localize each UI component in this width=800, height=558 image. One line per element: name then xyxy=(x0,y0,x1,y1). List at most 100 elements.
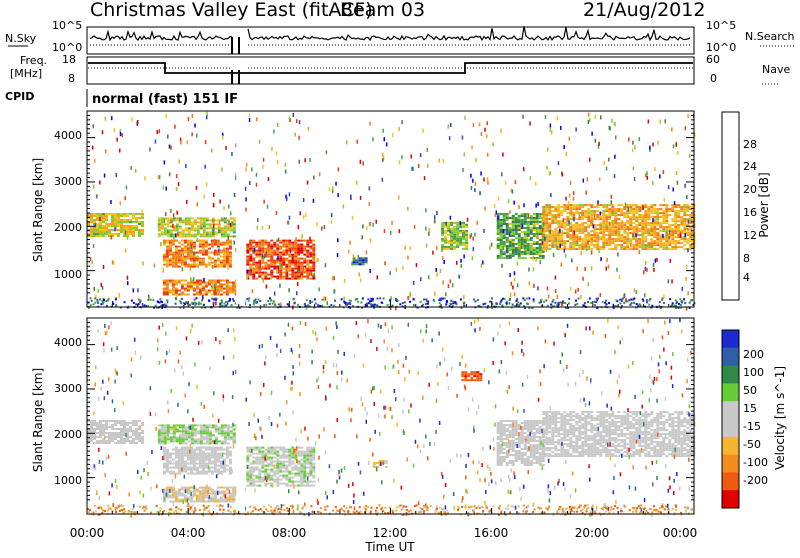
power-cell xyxy=(297,240,300,242)
power-cell xyxy=(665,244,668,246)
power-cell xyxy=(294,256,297,258)
velocity-cell xyxy=(181,449,184,451)
power-speckle xyxy=(551,213,553,217)
power-cell xyxy=(557,220,560,222)
power-speckle xyxy=(188,117,190,121)
power-speckle xyxy=(343,297,345,301)
power-cell xyxy=(181,262,184,264)
velocity-cell xyxy=(229,501,232,503)
power-cell xyxy=(246,244,249,246)
power-cell xyxy=(611,242,614,244)
power-cell xyxy=(185,217,188,219)
power-speckle xyxy=(391,221,393,225)
power-cell xyxy=(593,234,596,236)
power-cell xyxy=(138,229,141,231)
power-cell xyxy=(680,218,683,220)
power-speckle xyxy=(474,233,476,237)
velocity-cell xyxy=(123,438,126,440)
power-speckle xyxy=(405,246,407,250)
power-speckle xyxy=(329,187,331,191)
power-cell xyxy=(662,230,665,232)
velocity-cell xyxy=(108,420,111,422)
power-cell xyxy=(233,231,236,233)
power-clutter xyxy=(248,297,250,299)
velocity-cell xyxy=(199,455,202,457)
power-cell xyxy=(196,292,199,294)
velocity-cell xyxy=(273,447,276,449)
power-speckle xyxy=(456,261,458,265)
velocity-cell xyxy=(199,449,202,451)
velocity-cell xyxy=(209,440,212,442)
power-cell xyxy=(108,231,111,233)
power-speckle xyxy=(325,297,327,301)
power-speckle xyxy=(349,241,351,245)
power-cell xyxy=(441,228,444,230)
power-cell xyxy=(224,227,227,229)
power-cell xyxy=(229,260,232,262)
power-speckle xyxy=(632,141,634,145)
power-cell xyxy=(217,242,220,244)
power-cell xyxy=(129,213,132,215)
power-speckle xyxy=(533,284,535,288)
power-speckle xyxy=(614,174,616,178)
power-cell xyxy=(252,252,255,254)
power-cell xyxy=(166,282,169,284)
power-clutter xyxy=(463,302,465,304)
power-clutter xyxy=(540,301,542,303)
power-clutter xyxy=(90,297,92,299)
power-cell xyxy=(572,204,575,206)
power-cell xyxy=(206,227,209,229)
power-cell xyxy=(102,225,105,227)
power-cell xyxy=(608,214,611,216)
power-cell xyxy=(644,246,647,248)
power-speckle xyxy=(319,172,321,176)
power-cell xyxy=(217,240,220,242)
power-cell xyxy=(518,251,521,253)
velocity-cell xyxy=(233,436,236,438)
power-speckle xyxy=(566,152,568,156)
power-speckle xyxy=(305,213,307,217)
velocity-cell xyxy=(169,467,172,469)
power-cell xyxy=(279,268,282,270)
velocity-cell xyxy=(181,455,184,457)
power-yticks: 1000 2000 3000 4000 xyxy=(54,129,82,281)
power-cell xyxy=(232,292,235,294)
power-cell xyxy=(167,217,170,219)
power-cell xyxy=(117,221,120,223)
power-clutter xyxy=(526,298,528,300)
velocity-ytick-4000: 4000 xyxy=(54,336,82,349)
power-cell xyxy=(172,284,175,286)
power-cell xyxy=(279,246,282,248)
power-cell xyxy=(608,216,611,218)
velocity-cell xyxy=(300,479,303,481)
power-cell xyxy=(249,254,252,256)
velocity-cell xyxy=(182,436,185,438)
power-cell xyxy=(93,219,96,221)
velocity-cell xyxy=(209,424,212,426)
power-cell xyxy=(166,252,169,254)
velocity-cell xyxy=(267,451,270,453)
power-cell xyxy=(578,208,581,210)
velocity-cell xyxy=(291,447,294,449)
power-speckle xyxy=(512,190,514,194)
power-speckle xyxy=(137,120,139,124)
power-speckle xyxy=(309,158,311,162)
power-cell xyxy=(267,256,270,258)
power-cell xyxy=(686,238,689,240)
power-cell xyxy=(506,225,509,227)
power-cell xyxy=(178,242,181,244)
velocity-cell xyxy=(99,428,102,430)
velocity-cell xyxy=(197,432,200,434)
power-cell xyxy=(444,246,447,248)
power-cell xyxy=(662,246,665,248)
power-speckle xyxy=(125,249,127,253)
power-cell xyxy=(462,236,465,238)
power-clutter xyxy=(219,303,221,305)
velocity-cell xyxy=(249,479,252,481)
power-cell xyxy=(629,220,632,222)
power-cell xyxy=(297,254,300,256)
velocity-cell xyxy=(264,469,267,471)
velocity-cell xyxy=(166,497,169,499)
velocity-cell xyxy=(126,422,129,424)
velocity-cell xyxy=(172,487,175,489)
